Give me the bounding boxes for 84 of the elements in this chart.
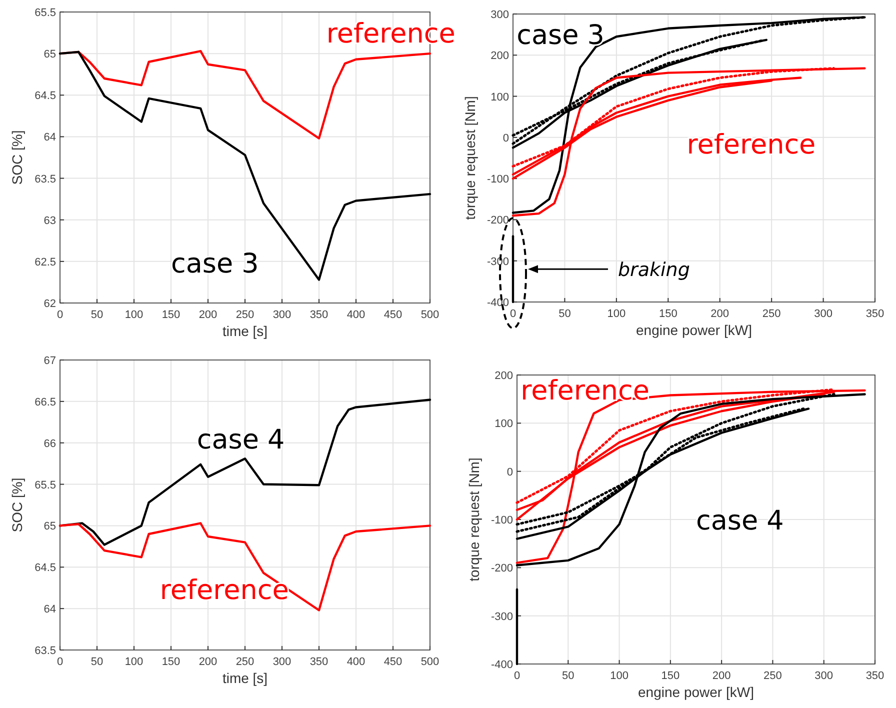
y-tick-label: 65 [44,520,56,533]
x-tick-label: 0 [56,656,64,668]
x-tick-label: 100 [607,308,626,320]
text: reference [686,130,816,161]
x-axis-title: engine power [kW] [638,684,754,700]
x-tick-label: 300 [814,670,834,682]
x-tick-label: 200 [198,309,218,321]
y-tick-label: 0 [502,132,509,144]
x-tick-label: 200 [712,670,731,682]
y-tick-label: 100 [494,418,513,430]
x-tick-label: 300 [272,309,292,321]
y-axis-title: torque request [Nm] [466,458,482,582]
annotation: braking [618,259,690,282]
x-tick-label: 250 [236,656,254,668]
y-tick-label: 62.5 [34,256,56,268]
x-tick-label: 350 [310,309,328,321]
y-tick-label: -200 [490,562,513,575]
x-tick-label: 250 [236,309,254,321]
x-tick-label: 300 [272,656,292,668]
x-tick-label: 0 [56,309,64,321]
y-tick-label: 63.5 [34,645,56,657]
y-tick-label: -200 [486,214,509,227]
y-tick-label: 0 [506,466,513,478]
y-tick-label: 65.5 [34,7,56,19]
y-tick-label: 64 [44,132,56,144]
x-tick-label: 150 [658,308,678,320]
series-label: case 3 [171,248,259,280]
y-tick-label: -100 [490,514,513,526]
y-tick-label: 100 [490,91,509,104]
x-tick-label: 150 [162,656,180,668]
y-tick-label: 200 [494,370,513,382]
y-tick-label: 300 [490,9,509,21]
x-tick-label: 350 [866,308,884,320]
series-label: reference [520,375,650,406]
y-tick-label: -400 [486,297,509,309]
y-tick-label: 66.5 [34,396,56,408]
y-tick-label: 65 [44,48,56,61]
series-label: case 3 [516,20,604,52]
x-tick-label: 250 [762,308,781,320]
y-tick-label: 64.5 [34,562,56,574]
x-tick-label: 250 [764,670,782,682]
y-tick-label: -100 [486,174,509,186]
y-tick-label: 66 [44,438,56,450]
y-tick-label: 64.5 [34,90,56,102]
text: case 4 [696,506,784,536]
x-tick-label: 50 [562,670,574,682]
x-tick-label: 350 [866,670,884,682]
x-tick-label: 0 [514,670,520,682]
x-tick-label: 500 [420,309,440,321]
y-axis-title: torque request [Nm] [462,96,478,220]
x-axis-title: time [s] [222,670,268,686]
y-tick-label: 67 [44,355,56,367]
series-label: reference [160,575,289,606]
y-tick-label: 64 [44,604,56,616]
y-axis-title: SOC [%] [9,478,25,532]
x-tick-label: 450 [384,656,402,668]
y-tick-label: 63.5 [34,173,56,186]
y-tick-label: -300 [490,610,513,623]
y-tick-label: -300 [486,256,509,268]
x-tick-label: 100 [124,656,144,668]
x-tick-label: 50 [90,309,104,321]
x-tick-label: 200 [198,656,218,668]
x-tick-label: 400 [346,309,366,321]
y-tick-label: 62 [44,298,56,310]
y-tick-label: 63 [44,214,56,227]
series-label: case 4 [196,424,285,456]
x-tick-label: 450 [384,309,402,321]
y-axis-title: SOC [%] [9,130,25,185]
x-tick-label: 100 [610,670,628,682]
y-tick-label: 65.5 [34,479,56,492]
y-tick-label: -400 [490,659,513,671]
x-tick-label: 50 [90,656,104,668]
x-tick-label: 150 [661,670,680,682]
x-tick-label: 150 [162,309,180,321]
x-tick-label: 100 [124,309,144,321]
x-tick-label: 400 [346,656,366,668]
x-tick-label: 300 [814,308,832,320]
x-tick-label: 200 [710,308,730,320]
x-tick-label: 50 [558,308,571,320]
x-axis-title: time [s] [222,323,268,339]
y-tick-label: 200 [490,50,509,62]
x-axis-title: engine power [kW] [636,322,752,338]
x-tick-label: 350 [310,656,328,668]
x-tick-label: 500 [420,656,440,668]
